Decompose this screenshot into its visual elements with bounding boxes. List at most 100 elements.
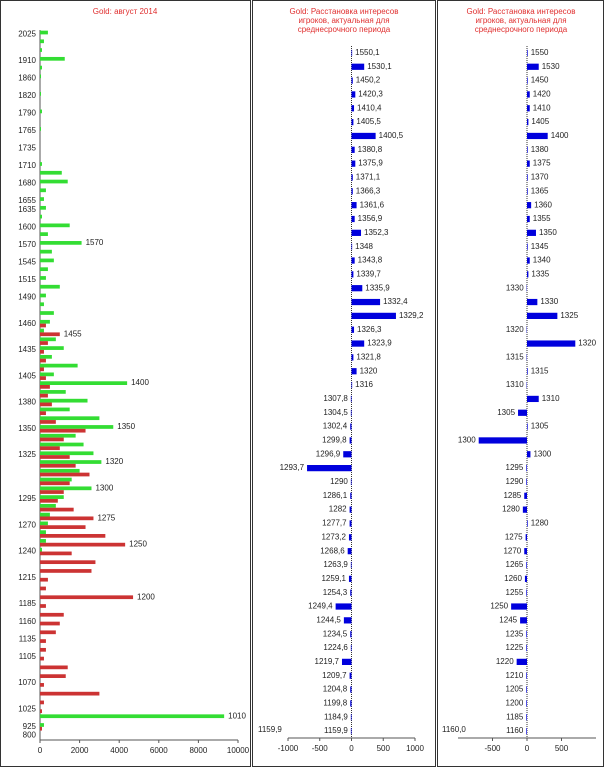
- bar: [527, 202, 532, 209]
- bar: [351, 215, 355, 223]
- bar: [349, 437, 352, 444]
- y-tick-label: 1135: [19, 634, 37, 643]
- bar: [40, 30, 48, 35]
- bar-label: 1350: [117, 422, 135, 431]
- bar-label: 1380,8: [358, 145, 383, 154]
- bar-label: 1316: [355, 380, 373, 389]
- bar-label: 1365: [531, 186, 549, 195]
- bar: [40, 463, 76, 468]
- bar: [40, 656, 44, 661]
- bar: [347, 548, 352, 555]
- bar-label: 1550: [531, 48, 549, 57]
- bar-label: 1450,2: [356, 76, 381, 85]
- bar: [350, 700, 352, 707]
- y-tick-label: 800: [23, 731, 37, 740]
- bar: [40, 346, 64, 350]
- bar: [526, 478, 527, 486]
- bar: [40, 639, 46, 643]
- bar: [520, 617, 527, 624]
- bar: [40, 700, 44, 705]
- bar: [40, 621, 60, 626]
- bar: [40, 647, 46, 652]
- bar: [40, 586, 46, 591]
- bar: [40, 691, 100, 696]
- bar: [524, 492, 527, 499]
- bar: [40, 332, 60, 337]
- bar: [40, 495, 64, 499]
- bar: [40, 311, 54, 315]
- y-tick-label: 1185: [19, 599, 37, 608]
- bar: [527, 520, 528, 527]
- bar: [351, 354, 354, 361]
- bar-label: 1010: [228, 711, 246, 720]
- bar: [40, 507, 74, 512]
- bar: [351, 188, 353, 195]
- bar: [40, 127, 41, 131]
- bar-label: 1570: [86, 238, 104, 247]
- bar: [348, 575, 352, 582]
- y-tick-label: 1515: [18, 275, 36, 284]
- bar-label: 1329,2: [399, 311, 424, 320]
- bar-label: 1371,1: [356, 173, 381, 182]
- bar-label: 1355: [533, 214, 551, 223]
- bar: [526, 644, 527, 652]
- bar: [527, 215, 530, 223]
- bar-label: 1290: [330, 477, 348, 486]
- y-tick-label: 1380: [18, 398, 36, 407]
- bar: [351, 77, 353, 84]
- bar-label: 1332,4: [383, 297, 408, 306]
- bar-label: 1352,3: [364, 228, 389, 237]
- bar-label: 1320: [506, 325, 524, 334]
- bar: [40, 534, 106, 538]
- bar-label: 1265: [506, 560, 524, 569]
- chart-title: игроков, актуальная для: [475, 16, 566, 25]
- bar: [40, 683, 44, 687]
- bar: [40, 223, 70, 228]
- bar: [350, 423, 352, 430]
- bar: [40, 486, 92, 491]
- y-tick-label: 1545: [18, 257, 36, 266]
- bar-label: 1235: [506, 629, 524, 638]
- bar: [40, 451, 94, 456]
- bar: [40, 525, 86, 529]
- bar-label: 1305: [531, 422, 549, 431]
- bar-label: 1268,6: [320, 546, 345, 555]
- bar-label: 1245: [499, 615, 517, 624]
- bar: [351, 312, 396, 319]
- bar: [40, 498, 58, 503]
- bar-label: 1184,9: [324, 712, 348, 721]
- bar-label: 1400: [551, 131, 569, 140]
- bar: [351, 326, 355, 333]
- bar-label: 1259,1: [321, 574, 346, 583]
- bar: [351, 340, 365, 347]
- y-tick-label: 1105: [19, 652, 37, 661]
- bar-label: 1339,7: [356, 269, 381, 278]
- bar: [511, 603, 527, 610]
- chart-title: Gold: Расстановка интересов: [290, 7, 399, 16]
- bar: [526, 686, 527, 693]
- bar: [351, 132, 376, 140]
- y-tick-label: 1270: [18, 520, 36, 529]
- bar: [351, 368, 357, 375]
- bar: [351, 160, 356, 167]
- bar: [40, 354, 52, 359]
- bar-label: 1304,5: [323, 408, 348, 417]
- bar-label: 1286,1: [323, 491, 348, 500]
- x-tick-label: -500: [484, 744, 501, 753]
- bar-label: 1285: [503, 491, 521, 500]
- bar: [522, 506, 527, 513]
- bar: [527, 229, 536, 236]
- bar-label: 1275: [97, 513, 115, 522]
- bar-label: 1315: [506, 353, 524, 362]
- bar-label: 1200: [506, 699, 524, 708]
- bar: [40, 385, 50, 389]
- bar: [527, 312, 558, 319]
- bar: [40, 425, 114, 429]
- x-tick-label: 10000: [227, 746, 250, 755]
- bar-label: 1343,8: [358, 256, 383, 265]
- y-tick-label: 925: [23, 722, 37, 731]
- x-tick-label: 6000: [150, 746, 168, 755]
- bar-label: 1302,4: [323, 422, 348, 431]
- y-tick-label: 2025: [18, 29, 36, 38]
- x-tick-label: 8000: [190, 746, 208, 755]
